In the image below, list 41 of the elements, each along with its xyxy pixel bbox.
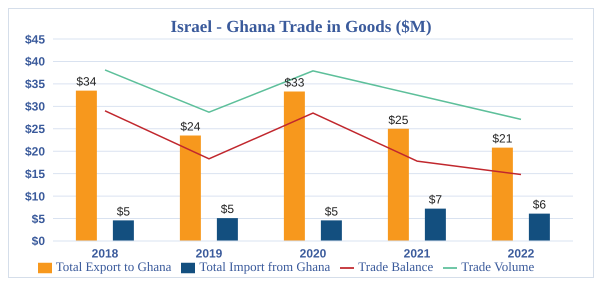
- data-label: $5: [324, 204, 338, 218]
- bar: [216, 218, 238, 241]
- data-label: $34: [76, 74, 97, 89]
- bar: [76, 90, 97, 241]
- legend-label: Total Import from Ghana: [199, 258, 330, 274]
- legend-label: Trade Volume: [461, 258, 534, 274]
- legend-label: Trade Balance: [358, 258, 434, 274]
- data-label: $5: [220, 202, 234, 216]
- legend-label: Total Export to Ghana: [56, 258, 172, 274]
- data-label: $24: [180, 120, 201, 134]
- bar: [388, 128, 409, 241]
- y-tick-label: $10: [24, 189, 46, 204]
- y-tick-label: $0: [32, 234, 46, 248]
- line-series: [104, 110, 522, 176]
- data-label: $6: [532, 198, 546, 212]
- x-tick-label: 2022: [508, 246, 535, 261]
- y-tick-label: $25: [24, 122, 46, 136]
- data-label: $7: [428, 192, 442, 207]
- bar: [320, 220, 342, 241]
- y-tick-label: $40: [24, 54, 46, 69]
- data-label: $25: [388, 112, 409, 127]
- bar: [112, 220, 134, 241]
- y-tick-label: $30: [24, 100, 46, 114]
- y-tick-label: $5: [32, 212, 46, 226]
- bar: [528, 214, 550, 241]
- x-tick-label: 2019: [196, 246, 223, 261]
- bar: [180, 136, 201, 241]
- bar: [492, 148, 513, 241]
- bar: [284, 92, 305, 241]
- data-label: $21: [492, 132, 513, 146]
- bar: [424, 208, 446, 241]
- y-tick-label: $15: [24, 166, 46, 181]
- x-tick-label: 2018: [92, 246, 119, 261]
- y-tick-label: $45: [24, 32, 46, 46]
- y-tick-label: $20: [24, 144, 46, 158]
- y-tick-label: $35: [24, 77, 46, 92]
- x-tick-label: 2021: [404, 246, 431, 261]
- data-label: $5: [116, 204, 130, 218]
- chart-title: Israel - Ghana Trade in Goods ($M): [170, 17, 432, 36]
- x-tick-label: 2020: [300, 246, 327, 261]
- data-label: $33: [284, 76, 305, 90]
